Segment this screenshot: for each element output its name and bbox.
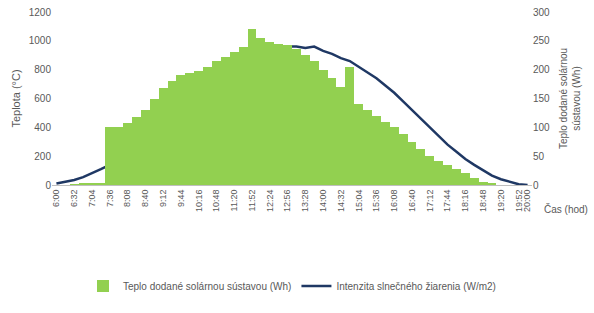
svg-text:15:36: 15:36 [371,190,381,213]
svg-text:1000: 1000 [29,35,52,46]
svg-text:400: 400 [34,122,51,133]
svg-text:10:48: 10:48 [211,190,221,213]
svg-text:11:20: 11:20 [229,190,239,212]
svg-text:Intenzita slnečného žiarenia (: Intenzita slnečného žiarenia (W/m2) [336,281,496,292]
svg-text:7:04: 7:04 [87,190,97,208]
svg-text:8:40: 8:40 [140,190,150,208]
svg-text:Čas (hod): Čas (hod) [544,203,588,215]
svg-text:16:40: 16:40 [407,190,417,213]
svg-text:300: 300 [533,7,550,18]
svg-text:6:32: 6:32 [69,190,79,208]
svg-text:7:36: 7:36 [105,190,115,208]
svg-text:8:08: 8:08 [122,190,132,208]
svg-text:14:00: 14:00 [318,190,328,213]
svg-text:12:56: 12:56 [282,190,292,213]
svg-text:100: 100 [533,122,550,133]
svg-text:13:28: 13:28 [300,190,310,213]
svg-text:17:44: 17:44 [442,190,452,213]
svg-text:200: 200 [34,151,51,162]
svg-text:0: 0 [45,180,51,191]
svg-text:Teplo dodané solárnousústavou: Teplo dodané solárnousústavou (Wh) [558,48,582,149]
svg-text:14:32: 14:32 [336,190,346,213]
svg-text:19:52: 19:52 [514,190,524,213]
svg-text:18:16: 18:16 [460,190,470,213]
svg-text:800: 800 [34,64,51,75]
svg-text:16:08: 16:08 [389,190,399,213]
svg-text:Teplo dodané solárnou sústavou: Teplo dodané solárnou sústavou (Wh) [123,281,291,292]
svg-text:150: 150 [533,93,550,104]
svg-text:Teplota (°C): Teplota (°C) [10,69,22,127]
svg-text:20:00: 20:00 [522,190,532,213]
svg-text:15:04: 15:04 [354,190,364,213]
svg-text:19:20: 19:20 [496,190,506,213]
svg-text:12:24: 12:24 [265,190,275,213]
svg-text:18:48: 18:48 [478,190,488,213]
svg-text:6:00: 6:00 [51,190,61,208]
svg-text:0: 0 [533,180,539,191]
svg-text:200: 200 [533,64,550,75]
svg-text:9:44: 9:44 [176,190,186,208]
svg-text:17:12: 17:12 [425,190,435,213]
svg-text:9:12: 9:12 [158,190,168,208]
svg-text:1200: 1200 [29,7,52,18]
svg-text:10:16: 10:16 [194,190,204,213]
svg-text:600: 600 [34,93,51,104]
svg-text:50: 50 [533,151,545,162]
svg-text:250: 250 [533,35,550,46]
svg-text:11:52: 11:52 [247,190,257,212]
